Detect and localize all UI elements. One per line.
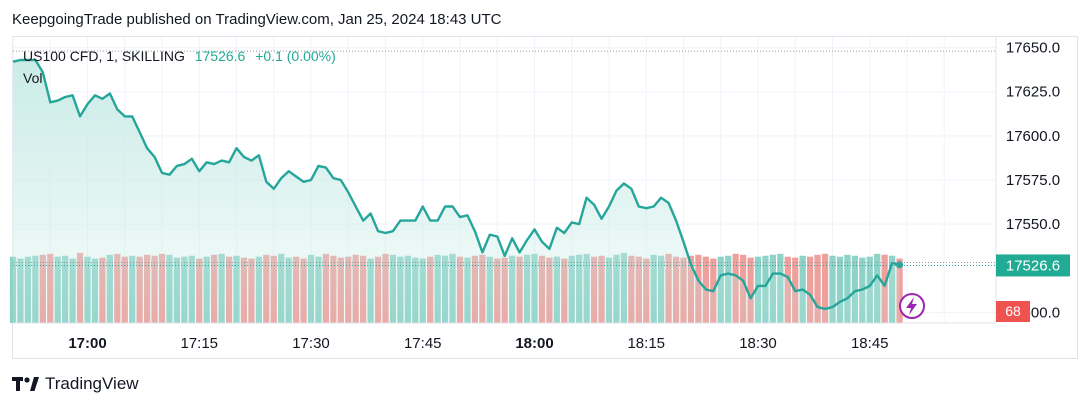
legend-change: +0.1 (0.00%) [255,48,336,64]
x-tick-label: 18:00 [515,335,553,352]
last-price-badge-label: 17526.6 [1006,257,1060,274]
tradingview-brand: TradingView [45,374,139,393]
price-axis: 17650.0 17625.0 17600.0 17575.0 17550.0 17526… [996,40,1070,322]
last-price-dot [895,261,904,269]
volume-bar [747,257,754,323]
volume-bar [851,255,858,323]
volume-legend[interactable]: Vol [23,70,43,86]
x-tick-label: 17:00 [68,335,106,352]
legend-symbol[interactable]: US100 CFD, 1, SKILLING [23,48,185,64]
lightning-bolt [906,297,917,315]
last-price-badge [996,254,1070,277]
lightning-icon [899,293,925,319]
volume-badge [996,301,1030,322]
volume-bar [829,255,836,323]
price-area-fill [13,60,900,323]
volume-bar [836,256,844,323]
price-line [12,58,900,311]
x-tick-label: 17:15 [180,335,218,352]
legend-last-price: 17526.6 [194,48,246,64]
x-tick-label: 17:45 [404,335,442,352]
y-tick-label: 17600.0 [1006,128,1060,145]
x-tick-label: 17:30 [292,335,330,352]
chart-legend: US100 CFD, 1, SKILLING 17526.6 +0.1 (0.0… [23,48,336,64]
y-tick-label: 17575.0 [1006,172,1060,189]
price-area [12,58,904,323]
time-axis: 17:00 17:15 17:30 17:45 18:00 18:15 18:30 18:45 [68,335,888,352]
tradingview-logo-icon [12,377,39,391]
x-tick-label: 18:45 [851,335,889,352]
volume-bar [814,254,821,323]
volume-bar [844,254,851,323]
volume-bar [807,256,814,323]
x-tick-label: 18:30 [739,335,777,352]
publish-header: KeepgoingTrade published on TradingView.… [12,11,502,28]
y-tick-label: 17625.0 [1006,84,1060,101]
footer-brand[interactable]: TradingView [12,373,139,395]
volume-bar [821,253,829,323]
y-tick-label: 17650.0 [1006,40,1060,57]
volume-badge-label: 68 [1005,303,1021,319]
y-tick-label: 17550.0 [1006,216,1060,233]
x-tick-label: 18:15 [627,335,665,352]
